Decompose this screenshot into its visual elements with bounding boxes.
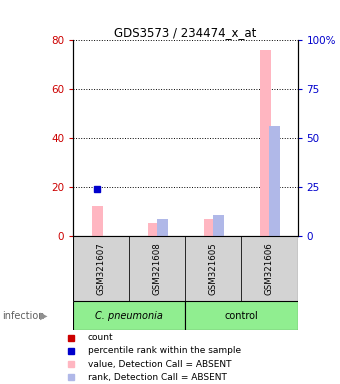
Bar bbox=[157, 218, 168, 236]
Bar bbox=[73, 236, 129, 301]
Text: GSM321606: GSM321606 bbox=[265, 242, 274, 295]
Title: GDS3573 / 234474_x_at: GDS3573 / 234474_x_at bbox=[114, 26, 256, 39]
Bar bbox=[185, 301, 298, 330]
Bar bbox=[269, 126, 280, 236]
Text: count: count bbox=[88, 333, 114, 342]
Bar bbox=[73, 301, 185, 330]
Bar bbox=[91, 205, 103, 236]
Bar bbox=[185, 236, 241, 301]
Bar bbox=[129, 236, 185, 301]
Text: infection: infection bbox=[2, 311, 44, 321]
Text: percentile rank within the sample: percentile rank within the sample bbox=[88, 346, 241, 355]
Bar bbox=[260, 50, 271, 236]
Bar bbox=[213, 215, 224, 236]
Text: C. pneumonia: C. pneumonia bbox=[95, 311, 163, 321]
Text: GSM321605: GSM321605 bbox=[209, 242, 218, 295]
Bar bbox=[241, 236, 298, 301]
Text: ▶: ▶ bbox=[40, 311, 48, 321]
Text: GSM321608: GSM321608 bbox=[153, 242, 162, 295]
Text: GSM321607: GSM321607 bbox=[97, 242, 106, 295]
Bar bbox=[148, 223, 159, 236]
Bar bbox=[204, 219, 215, 236]
Text: control: control bbox=[224, 311, 258, 321]
Text: value, Detection Call = ABSENT: value, Detection Call = ABSENT bbox=[88, 360, 231, 369]
Text: rank, Detection Call = ABSENT: rank, Detection Call = ABSENT bbox=[88, 373, 227, 382]
